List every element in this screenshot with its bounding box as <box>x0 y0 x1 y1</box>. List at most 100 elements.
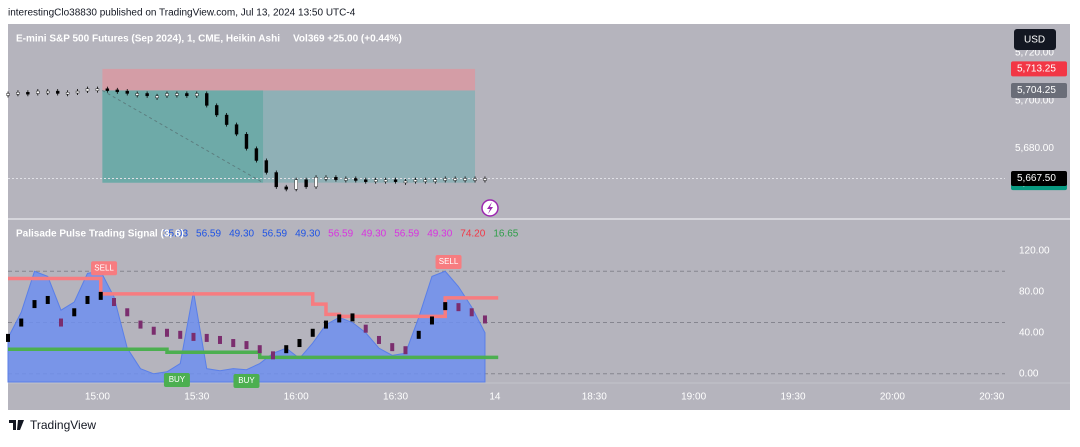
candle <box>105 88 110 91</box>
legend-value: 56.59 <box>262 229 287 240</box>
oscillator-bar <box>231 339 236 348</box>
legend-value: 56.59 <box>196 229 221 240</box>
oscillator-bar <box>111 298 116 307</box>
candle <box>403 180 408 184</box>
candle <box>26 92 30 95</box>
price-tag <box>1011 61 1067 77</box>
brand: TradingView <box>30 418 96 432</box>
candle <box>214 105 219 116</box>
candle <box>205 93 209 106</box>
candle <box>254 148 259 161</box>
oscillator-bar <box>125 308 130 317</box>
candle <box>145 93 149 97</box>
signal-badge <box>435 255 462 270</box>
oscillator-bar <box>217 335 222 344</box>
candle <box>334 177 338 180</box>
y-tick-label: 40.00 <box>1019 327 1044 338</box>
candle <box>324 177 328 180</box>
oscillator-bar <box>297 339 302 348</box>
y-tick-label: 5,680.00 <box>1015 143 1054 154</box>
oscillator-bar <box>416 330 421 339</box>
trade-path <box>102 90 264 184</box>
x-tick-label: 18:30 <box>582 392 607 403</box>
x-tick-label: 20:00 <box>880 392 905 403</box>
signal-label: SELL <box>439 257 459 266</box>
candle <box>294 179 298 190</box>
y-tick-label: 120.00 <box>1019 245 1050 256</box>
indicator-pane: 0.00 40.00 80.00 120.00 SELL BUY BUY SELL 35.03 5… <box>6 229 1050 403</box>
signal-badge <box>233 373 260 388</box>
candle <box>125 90 129 94</box>
oscillator-bar <box>178 330 183 339</box>
candle <box>85 88 90 92</box>
oscillator-bar <box>310 328 315 337</box>
oscillator-bar <box>482 315 487 324</box>
oscillator-bar <box>376 335 381 344</box>
candle <box>364 179 368 182</box>
y-tick-label: 80.00 <box>1019 286 1044 297</box>
oscillator-bar <box>363 324 368 333</box>
oscillator-bar <box>45 295 50 304</box>
x-tick-label: 19:00 <box>681 392 706 403</box>
signal-badge <box>163 372 190 387</box>
candle <box>115 89 120 93</box>
legend-value: 49.30 <box>229 229 254 240</box>
candle <box>453 178 457 181</box>
oscillator-bar <box>257 345 262 354</box>
price-tag-label: 5,713.25 <box>1017 64 1056 75</box>
candle <box>274 172 278 188</box>
candle <box>314 177 318 188</box>
x-tick-label: 20:30 <box>979 392 1004 403</box>
candle <box>393 179 398 182</box>
logo <box>9 420 24 430</box>
candle <box>135 93 139 96</box>
candle <box>373 179 378 182</box>
chart-subtitle: Vol369 +25.00 (+0.44%) <box>293 34 402 45</box>
stop-zone <box>102 68 476 91</box>
oscillator-bar <box>403 346 408 355</box>
legend-value: 56.59 <box>394 229 419 240</box>
x-tick-label: 19:30 <box>780 392 805 403</box>
x-tick-label: 14 <box>489 392 501 403</box>
signal-badge <box>91 261 118 276</box>
candle <box>463 178 467 181</box>
candle <box>473 178 477 181</box>
x-tick-label: 16:00 <box>284 392 309 403</box>
indicator-title: Palisade Pulse Trading Signal (3, 6) <box>16 229 184 240</box>
candle <box>413 179 418 182</box>
signal-label: SELL <box>94 263 114 272</box>
oscillator-bar <box>138 320 143 329</box>
lower-band <box>8 347 499 360</box>
candle <box>354 178 358 181</box>
candle <box>304 179 308 188</box>
legend-value: 56.59 <box>328 229 353 240</box>
candle <box>95 88 100 91</box>
upper-band <box>8 276 499 319</box>
oscillator-bar <box>19 318 24 327</box>
signal-label: BUY <box>238 376 255 385</box>
x-tick-label: 15:30 <box>184 392 209 403</box>
candle <box>46 90 50 94</box>
price-tag <box>1011 82 1067 98</box>
candle <box>234 124 239 135</box>
y-tick-label: 0.00 <box>1019 368 1039 379</box>
legend-value: 49.30 <box>427 229 452 240</box>
candle <box>185 93 189 97</box>
oscillator-bar <box>284 345 289 354</box>
oscillator-bar <box>191 332 196 341</box>
oscillator-bar <box>323 320 328 329</box>
candle <box>284 186 288 190</box>
oscillator-bar <box>58 318 63 327</box>
price-tag <box>1011 170 1067 186</box>
oscillator-bar <box>429 316 434 325</box>
candle <box>175 93 179 96</box>
candle <box>224 114 229 125</box>
oscillator-bar <box>164 328 169 337</box>
oscillator-bar <box>6 333 10 342</box>
candle <box>165 93 169 97</box>
legend-value: 49.30 <box>295 229 320 240</box>
currency: USD <box>1024 35 1045 46</box>
candle <box>483 178 487 181</box>
